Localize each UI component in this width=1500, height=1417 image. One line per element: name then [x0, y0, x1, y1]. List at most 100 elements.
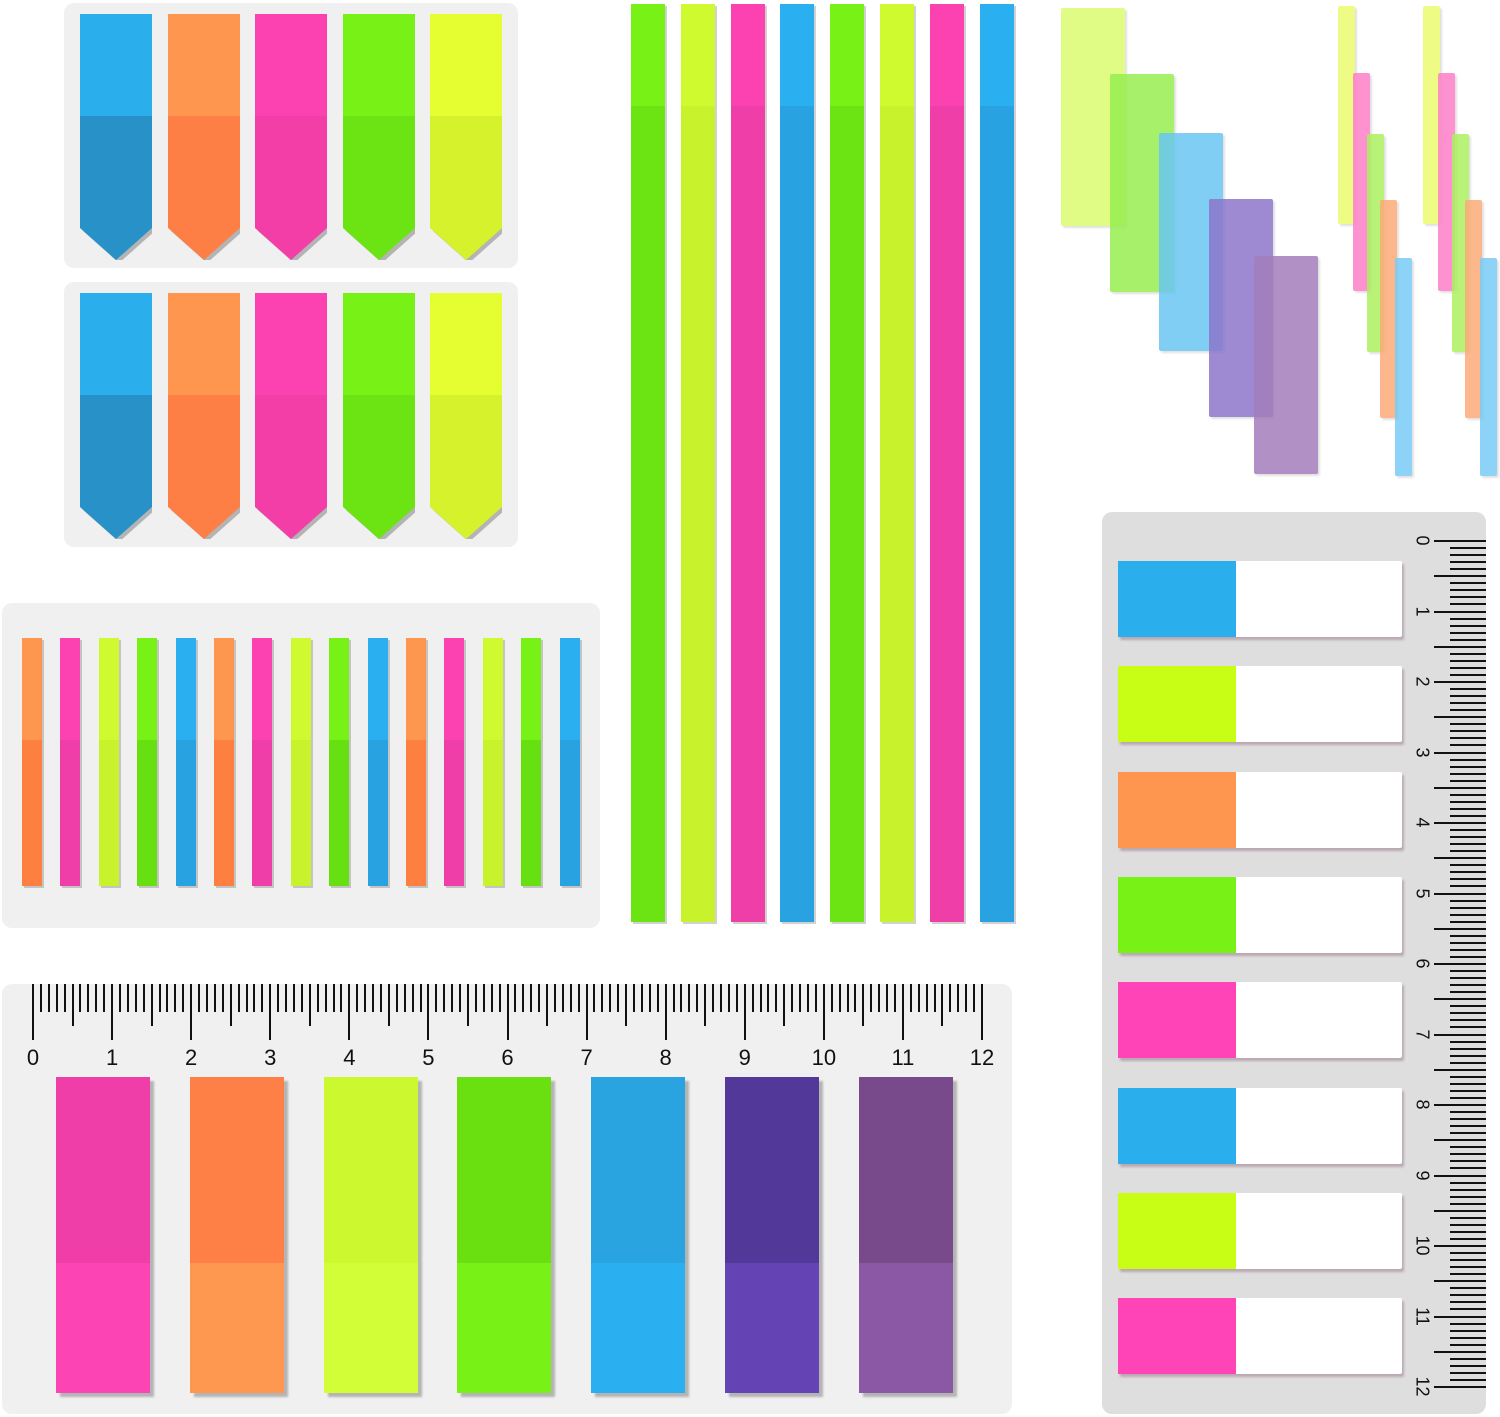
tab-bottom [591, 1263, 686, 1393]
ruler-tick [949, 984, 952, 1012]
ruler-tick [1450, 1132, 1486, 1135]
long-strip-green [830, 4, 865, 922]
ruler-label: 11 [1412, 1306, 1433, 1326]
strip-top [329, 638, 350, 740]
strip-bottom [521, 740, 542, 886]
ruler-tick [277, 984, 280, 1012]
ruler-tick [1450, 666, 1486, 669]
ruler-tick [364, 984, 367, 1012]
thin-strip-blue [175, 638, 196, 886]
ruler-label: 2 [1412, 676, 1433, 687]
flag-color [1118, 1087, 1236, 1164]
ruler-tick [387, 984, 390, 1026]
strip-top [830, 4, 865, 106]
strip-bottom [406, 740, 426, 886]
ruler-tab-indigo [725, 1077, 819, 1393]
ruler-tick [1434, 1174, 1486, 1177]
ruler-label: 1 [105, 1045, 119, 1070]
ruler-tick [324, 984, 327, 1012]
thin-strip-orange [22, 638, 42, 886]
ruler-tick [712, 984, 715, 1012]
ruler-tick [814, 984, 817, 1012]
ruler-tick [901, 984, 904, 1040]
ruler-tick [134, 984, 137, 1012]
ruler-tick [751, 984, 754, 1012]
strip-bottom [830, 106, 865, 922]
ruler-tick [1450, 1357, 1486, 1360]
transparent-flag [1254, 256, 1318, 474]
strip-top [521, 638, 542, 740]
ruler-label: 3 [264, 1045, 277, 1070]
ruler-tick [696, 984, 699, 1012]
thin-strip-yellow [290, 638, 311, 886]
ruler-tick [704, 984, 707, 1026]
ruler-tick [522, 984, 525, 1012]
page-flag [1118, 876, 1402, 953]
ruler-tick [561, 984, 564, 1012]
long-strip-yellow [680, 4, 715, 922]
strip-bottom [929, 106, 964, 922]
ruler-tick [111, 984, 114, 1040]
ruler-tick [1450, 1301, 1486, 1304]
ruler-tick [308, 984, 311, 1026]
ruler-tick [601, 984, 604, 1012]
ruler-label: 12 [969, 1045, 995, 1070]
ruler-tick [126, 984, 129, 1012]
strip-bottom [730, 106, 765, 922]
thin-strip-green [521, 638, 542, 886]
long-strip-pink [730, 4, 765, 922]
strip-top [880, 4, 914, 106]
ruler-label: 12 [1412, 1376, 1433, 1397]
ruler-tick [1450, 561, 1486, 564]
ruler-tick [1450, 850, 1486, 853]
ruler-tick [1450, 1294, 1486, 1297]
ruler-label: 6 [1412, 958, 1433, 969]
ruler-tick [672, 984, 675, 1012]
ruler-tick [1450, 1237, 1486, 1240]
ruler-tick [1434, 822, 1486, 824]
arrow-flag-green [342, 293, 415, 539]
ruler-tick [1450, 1012, 1486, 1015]
ruler-label: 9 [1412, 1169, 1433, 1180]
strip-bottom [137, 740, 158, 886]
ruler-tick [411, 984, 414, 1012]
ruler-tick [261, 984, 264, 1012]
ruler-label: 4 [343, 1045, 356, 1070]
ruler-tick [735, 984, 738, 1012]
thin-strip-blue [367, 638, 388, 886]
ruler-tick [1434, 1280, 1486, 1283]
ruler-tick [1450, 1047, 1486, 1050]
ruler-tick [1450, 1216, 1486, 1219]
ruler-tab-yellow [323, 1077, 418, 1393]
ruler-tick [1434, 716, 1486, 719]
strip-top [290, 638, 311, 740]
ruler-tick [838, 984, 841, 1012]
strip-top [214, 638, 234, 740]
ruler-tick [1434, 540, 1486, 542]
ruler-tick [807, 984, 810, 1012]
ruler-tick [775, 984, 778, 1012]
strip-bottom [60, 740, 81, 886]
flag-color [1118, 982, 1236, 1059]
ruler-tick [1450, 829, 1486, 832]
ruler-tick [1450, 702, 1486, 705]
arrow-flag-pink [255, 293, 327, 539]
ruler-tick [1434, 892, 1486, 895]
ruler-tick [435, 984, 438, 1012]
tab-top [858, 1077, 953, 1263]
strip-top [98, 638, 119, 740]
thin-strip-pink [444, 638, 465, 886]
ruler-tick [878, 984, 881, 1012]
strip-top [406, 638, 426, 740]
page-flag [1118, 1298, 1402, 1375]
ruler-tick [822, 984, 825, 1040]
ruler-tick [1450, 1167, 1486, 1170]
ruler-tick [300, 984, 303, 1012]
ruler-tick [1450, 730, 1486, 733]
transparent-narrow-flag [1380, 200, 1397, 418]
ruler-tick [1450, 920, 1486, 923]
ruler-tick [292, 984, 295, 1012]
ruler-tick [1434, 1139, 1486, 1142]
ruler-tick [221, 984, 224, 1012]
ruler-tick [205, 984, 208, 1012]
